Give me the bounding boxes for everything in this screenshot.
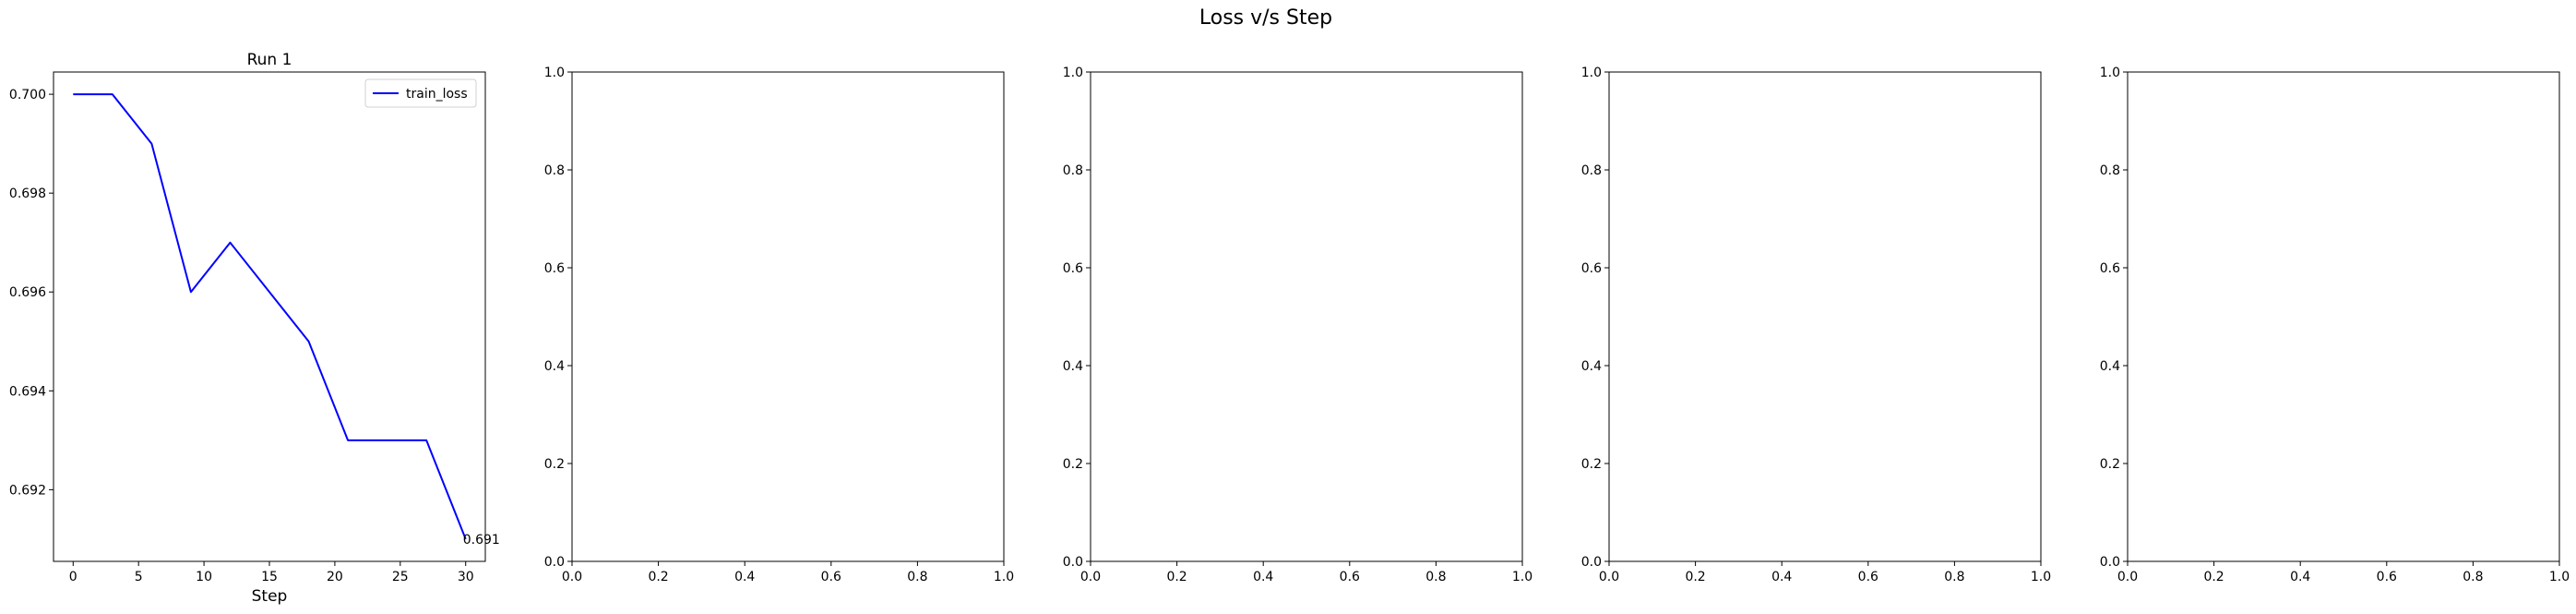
axes-frame: [2127, 71, 2560, 562]
x-tick-label: 0.4: [2290, 570, 2310, 584]
legend-box: [364, 78, 477, 108]
x-tick-label: 20: [327, 570, 343, 584]
x-tick-label: 0: [69, 570, 78, 584]
x-tick-label: 0.2: [648, 570, 668, 584]
y-tick-label: 0.0: [2100, 555, 2120, 570]
axes-title: Run 1: [247, 51, 292, 69]
x-tick-label: 15: [261, 570, 278, 584]
point-annotation: 0.691: [463, 533, 500, 548]
x-tick-label: 0.8: [1425, 570, 1446, 584]
x-tick-label: 0.6: [2377, 570, 2397, 584]
y-tick-label: 0.6: [544, 261, 565, 276]
x-tick-label: 1.0: [1512, 570, 1532, 584]
x-tick-label: 10: [196, 570, 212, 584]
x-tick-label: 1.0: [994, 570, 1014, 584]
figure-suptitle: Loss v/s Step: [1199, 6, 1332, 30]
x-tick-label: 0.8: [907, 570, 927, 584]
x-tick-label: 0.0: [1080, 570, 1101, 584]
axes-4: 0.0 0.2 0.4 0.6 0.8 1.0 0.0 0.2 0.4 0.6 0.8 1.0: [1581, 66, 2051, 584]
legend-label: train_loss: [406, 87, 468, 102]
axes-frame: [1090, 71, 1523, 562]
x-tick-label: 0.4: [1771, 570, 1792, 584]
x-tick-label: 25: [392, 570, 409, 584]
x-tick-label: 0.8: [1944, 570, 1964, 584]
y-tick-label: 0.6: [2100, 261, 2120, 276]
x-tick-label: 0.8: [2463, 570, 2483, 584]
y-tick-label: 0.4: [1063, 359, 1083, 374]
axes-1: 0 5 10 15 20 25 30 0.692 0.694 0.696 0.698 0.700 Run…: [9, 51, 500, 606]
x-tick-label: 1.0: [2549, 570, 2570, 584]
axes-layer: 0 5 10 15 20 25 30 0.692 0.694 0.696 0.698 0.700 Run…: [9, 51, 2570, 606]
y-tick-label: 1.0: [1581, 66, 1602, 80]
x-tick-label: 0.6: [821, 570, 841, 584]
y-tick-label: 0.0: [1581, 555, 1602, 570]
y-tick-label: 0.700: [9, 88, 46, 102]
x-tick-label: 0.2: [2203, 570, 2224, 584]
y-tick-label: 0.694: [9, 384, 46, 399]
x-tick-label: 0.6: [1340, 570, 1360, 584]
x-tick-label: 0.2: [1685, 570, 1705, 584]
legend: train_loss: [364, 78, 477, 108]
y-tick-label: 0.8: [1581, 163, 1602, 178]
y-tick-label: 0.8: [1063, 163, 1083, 178]
y-tick-label: 0.698: [9, 187, 46, 201]
y-tick-label: 0.4: [1581, 359, 1602, 374]
x-tick-label: 0.4: [734, 570, 755, 584]
y-tick-label: 0.6: [1581, 261, 1602, 276]
x-tick-label: 0.6: [1858, 570, 1878, 584]
x-tick-label: 5: [135, 570, 143, 584]
y-tick-label: 0.4: [2100, 359, 2120, 374]
y-tick-label: 0.692: [9, 483, 46, 498]
axes-5: 0.0 0.2 0.4 0.6 0.8 1.0 0.0 0.2 0.4 0.6 0.8 1.0: [2100, 66, 2570, 584]
axes-frame: [571, 71, 1005, 562]
x-axis-label: Step: [252, 587, 288, 606]
x-tick-label: 1.0: [2031, 570, 2051, 584]
x-tick-label: 0.2: [1166, 570, 1187, 584]
y-tick-label: 0.2: [1581, 457, 1602, 472]
axes-frame: [1608, 71, 2042, 562]
y-tick-label: 0.4: [544, 359, 565, 374]
axes-2: 0.0 0.2 0.4 0.6 0.8 1.0 0.0 0.2 0.4 0.6 0.8 1.0: [544, 66, 1014, 584]
y-tick-label: 0.2: [544, 457, 565, 472]
x-tick-label: 0.0: [1599, 570, 1619, 584]
x-tick-label: 30: [458, 570, 474, 584]
y-tick-label: 0.8: [544, 163, 565, 178]
y-tick-label: 0.8: [2100, 163, 2120, 178]
x-tick-label: 0.4: [1253, 570, 1273, 584]
y-tick-label: 0.0: [544, 555, 565, 570]
y-tick-label: 1.0: [544, 66, 565, 80]
x-tick-label: 0.0: [2117, 570, 2138, 584]
y-tick-label: 0.2: [1063, 457, 1083, 472]
x-tick-label: 0.0: [562, 570, 582, 584]
y-tick-label: 0.2: [2100, 457, 2120, 472]
y-tick-label: 0.0: [1063, 555, 1083, 570]
axes-3: 0.0 0.2 0.4 0.6 0.8 1.0 0.0 0.2 0.4 0.6 0.8 1.0: [1063, 66, 1532, 584]
y-tick-label: 0.6: [1063, 261, 1083, 276]
y-tick-label: 1.0: [1063, 66, 1083, 80]
y-tick-label: 0.696: [9, 285, 46, 300]
y-tick-label: 1.0: [2100, 66, 2120, 80]
